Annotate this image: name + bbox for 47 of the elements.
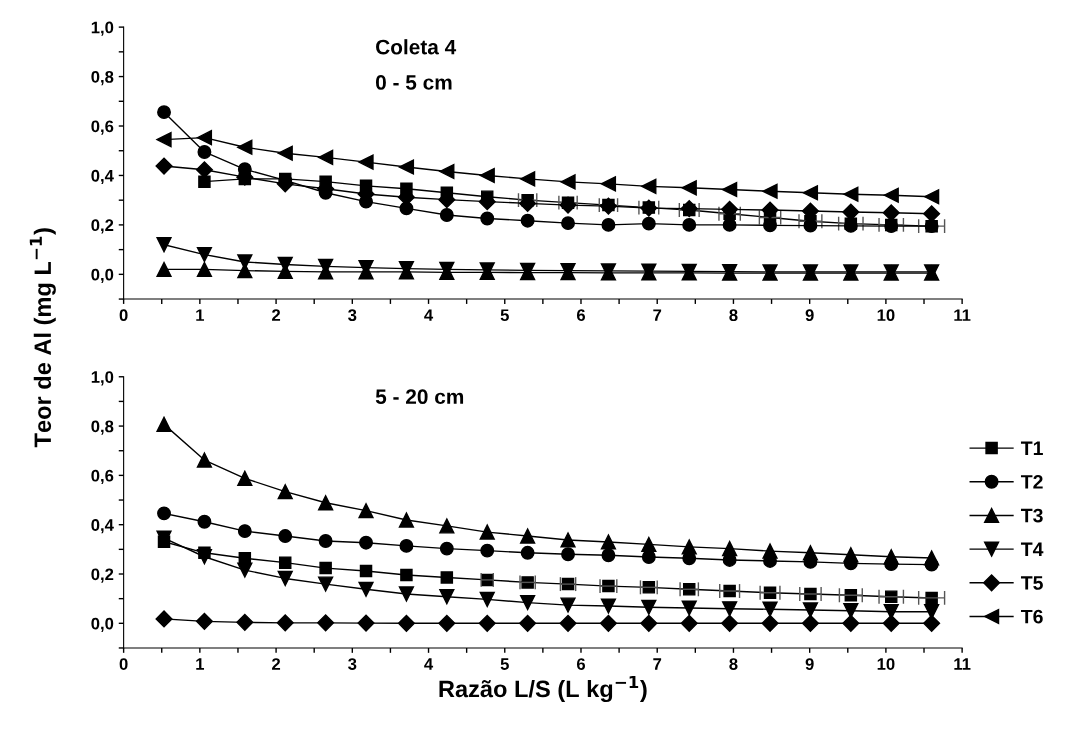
y-tick-label: 0,4: [91, 519, 114, 534]
x-tick-label: 5: [500, 658, 509, 670]
legend-label: T6: [1020, 609, 1043, 624]
x-tick-label: 5: [500, 309, 509, 322]
x-tick-label: 1: [196, 658, 205, 670]
y-tick-label: 0,0: [91, 268, 114, 283]
x-tick-label: 6: [576, 309, 586, 322]
x-tick-label: 3: [348, 658, 357, 670]
y-tick-label: 0,2: [91, 568, 114, 583]
x-tick-label: 9: [805, 658, 814, 670]
x-tick-label: 11: [954, 658, 971, 670]
annotation: 0 - 5 cm: [376, 75, 452, 90]
x-tick-label: 10: [877, 309, 895, 322]
y-tick-label: 0,4: [91, 169, 114, 185]
legend-label: T3: [1020, 508, 1043, 523]
y-tick-label: 0,2: [91, 219, 114, 234]
legend-label: T4: [1020, 542, 1044, 556]
y-tick-label: 0,6: [91, 469, 114, 484]
y-tick-label: 0,8: [91, 420, 114, 435]
y-tick-label: 0,6: [91, 120, 114, 135]
x-tick-label: 7: [653, 309, 662, 321]
x-tick-label: 3: [348, 309, 357, 322]
x-tick-label: 7: [653, 658, 662, 670]
x-tick-label: 1: [196, 309, 205, 321]
x-tick-label: 4: [424, 658, 434, 670]
legend-label: T1: [1020, 441, 1043, 455]
y-tick-label: 0,8: [91, 70, 114, 86]
x-tick-label: 2: [272, 658, 281, 670]
annotation: Coleta 4: [376, 39, 457, 55]
legend-label: T2: [1020, 474, 1043, 489]
x-tick-label: 10: [877, 658, 895, 670]
x-tick-label: 11: [954, 309, 971, 321]
legend-label: T5: [1020, 576, 1043, 590]
y-tick-label: 1,0: [91, 21, 114, 36]
annotation: 5 - 20 cm: [375, 389, 464, 405]
x-tick-label: 0: [119, 309, 128, 322]
y-axis-title: Teor de Al (mg L$^{−1}$): [29, 228, 56, 448]
x-tick-label: 9: [805, 309, 814, 322]
x-tick-label: 8: [729, 309, 738, 322]
y-tick-label: 0,0: [91, 617, 114, 632]
x-tick-label: 6: [576, 658, 586, 670]
y-tick-label: 1,0: [91, 371, 114, 386]
x-tick-label: 0: [119, 658, 128, 670]
x-axis-title: Razão L/S (L kg$^{−1}$): [439, 676, 647, 703]
x-tick-label: 2: [272, 309, 281, 321]
x-tick-label: 8: [729, 658, 738, 670]
x-tick-label: 4: [424, 309, 434, 321]
